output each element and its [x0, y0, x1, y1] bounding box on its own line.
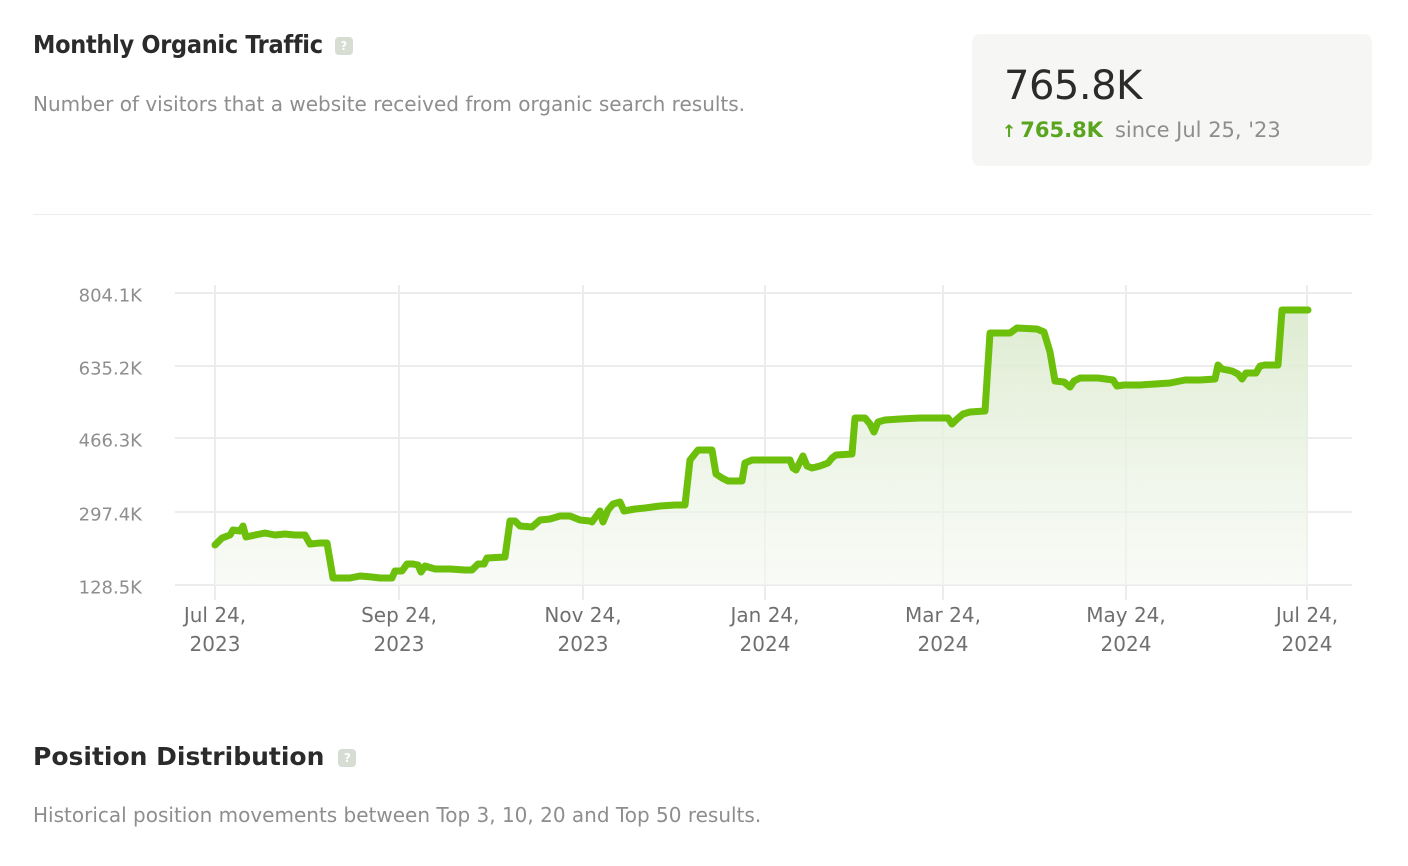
kpi-delta: ↑ 765.8K [1002, 118, 1103, 142]
x-tick: Jul 24, 2023 [145, 601, 285, 659]
help-icon[interactable]: ? [334, 37, 353, 55]
section2-title: Position Distribution [33, 742, 325, 771]
y-tick: 128.5K [78, 577, 142, 599]
section-subtitle: Number of visitors that a website receiv… [33, 92, 746, 116]
kpi-card: 765.8K ↑ 765.8K since Jul 25, '23 [972, 34, 1372, 166]
x-tick-date: Sep 24, [361, 603, 437, 627]
x-tick-date: Jan 24, [730, 603, 800, 627]
x-tick: Jan 24, 2024 [695, 601, 835, 659]
x-tick-year: 2024 [1281, 632, 1333, 656]
x-tick-date: May 24, [1086, 603, 1166, 627]
traffic-chart[interactable]: 804.1K 635.2K 466.3K 297.4K 128.5K Jul 2… [0, 0, 1408, 700]
chart-plot[interactable] [0, 0, 1408, 700]
section-title-monthly-organic-traffic: Monthly Organic Traffic ? [33, 30, 353, 59]
kpi-since-label: since Jul 25, '23 [1114, 118, 1281, 142]
x-tick-date: Jul 24, [183, 603, 247, 627]
y-tick: 297.4K [78, 504, 142, 526]
section-title-position-distribution: Position Distribution ? [33, 742, 357, 771]
kpi-delta-row: ↑ 765.8K since Jul 25, '23 [1002, 118, 1281, 142]
y-tick: 804.1K [78, 285, 142, 307]
x-tick: Sep 24, 2023 [329, 601, 469, 659]
kpi-delta-value: 765.8K [1020, 118, 1103, 142]
section2-subtitle: Historical position movements between To… [33, 803, 762, 827]
y-tick: 635.2K [78, 358, 142, 380]
y-tick: 466.3K [78, 430, 142, 452]
x-tick-year: 2023 [557, 632, 609, 656]
x-tick: Mar 24, 2024 [873, 601, 1013, 659]
x-tick-year: 2023 [189, 632, 241, 656]
x-tick: Nov 24, 2023 [513, 601, 653, 659]
arrow-up-icon: ↑ [1002, 122, 1017, 142]
traffic-line [211, 306, 1312, 582]
divider [33, 214, 1372, 215]
page-title: Monthly Organic Traffic [33, 30, 323, 59]
x-tick-date: Mar 24, [905, 603, 981, 627]
x-tick: May 24, 2024 [1056, 601, 1196, 659]
kpi-value: 765.8K [1004, 63, 1142, 109]
area-fill [215, 310, 1308, 585]
x-tick-year: 2024 [917, 632, 969, 656]
x-tick-year: 2024 [1100, 632, 1152, 656]
x-tick: Jul 24, 2024 [1237, 601, 1377, 659]
x-tick-date: Jul 24, [1275, 603, 1339, 627]
help-icon[interactable]: ? [338, 749, 357, 767]
x-tick-year: 2024 [739, 632, 791, 656]
x-tick-date: Nov 24, [544, 603, 622, 627]
x-tick-year: 2023 [373, 632, 425, 656]
